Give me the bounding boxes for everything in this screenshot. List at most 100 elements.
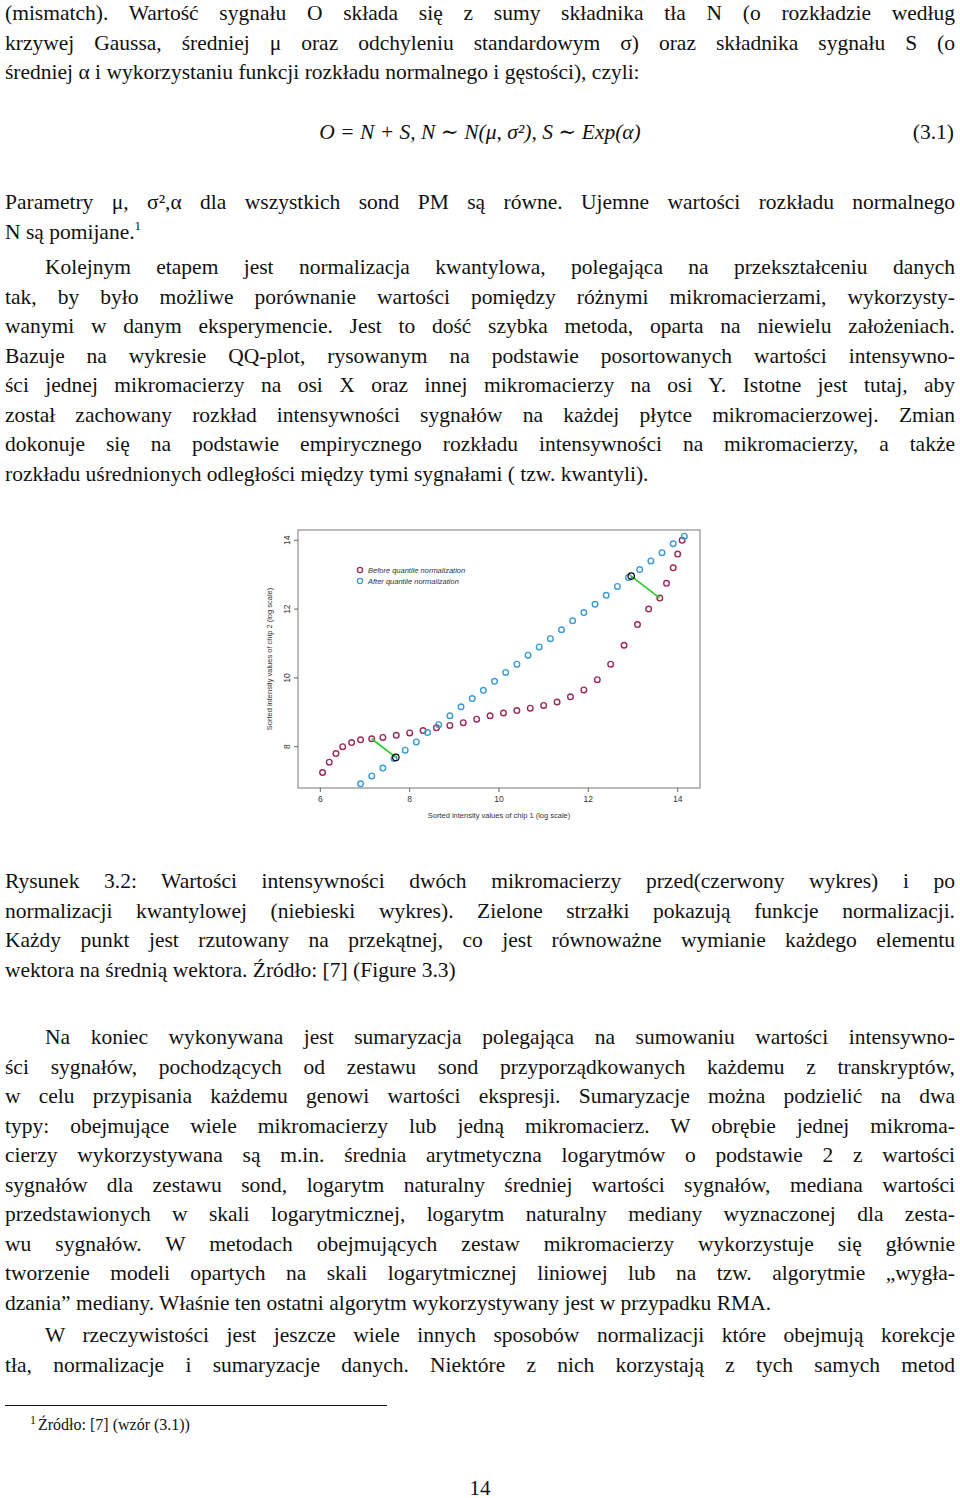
point (402, 747, 408, 753)
projected-point (628, 573, 634, 579)
text-line: W rzeczywistości jest jeszcze wiele inny… (45, 1321, 955, 1351)
footnote-mark: 1 (135, 218, 142, 233)
point (320, 770, 326, 776)
text-line: rozkładu uśrednionych odległości między … (5, 460, 955, 490)
text-line: dokonuje się na podstawie empirycznego r… (5, 430, 955, 460)
point (559, 627, 565, 633)
point (621, 642, 627, 648)
text-line: (mismatch). Wartość sygnału O składa się… (5, 0, 955, 29)
footnote-text: Źródło: [7] (wzór (3.1)) (38, 1415, 190, 1435)
legend-label: Before quantile normalization (368, 566, 465, 575)
figure-chart: 681012148101214Sorted intensity values o… (258, 526, 708, 834)
text-line: Każdy punkt jest rzutowany na przekątnej… (5, 926, 955, 956)
text-line: cierzy wykorzystywana są m.in. średnia a… (5, 1141, 955, 1171)
point (670, 541, 676, 547)
legend-label: After quantile normalization (367, 577, 459, 586)
text-line: został zachowany rozkład intensywności s… (5, 401, 955, 431)
projected-point (393, 754, 399, 760)
x-tick (677, 788, 678, 792)
text-line: sygnałów dla zestawu sond, logarytm natu… (5, 1171, 955, 1201)
point (358, 737, 364, 743)
text-line: wektora na średnią wektora. Źródło: [7] … (5, 956, 955, 986)
x-tick-label: 10 (494, 794, 504, 804)
point (664, 581, 670, 587)
text-line: Kolejnym etapem jest normalizacja kwanty… (45, 253, 955, 283)
text-line: ści jednej mikromacierzy na osi X oraz i… (5, 371, 955, 401)
y-axis-title: Sorted intensity values of chip 2 (log s… (265, 587, 274, 730)
x-axis-title: Sorted intensity values of chip 1 (log s… (428, 811, 571, 820)
point (333, 751, 339, 757)
point (447, 723, 453, 729)
footnote-mark: 1 (30, 1410, 36, 1430)
point (536, 644, 542, 650)
point (646, 606, 652, 612)
point (525, 652, 531, 658)
point (407, 730, 413, 736)
point (603, 593, 609, 599)
text-line: Parametry μ, σ²,α dla wszystkich sond PM… (5, 188, 955, 218)
point (615, 584, 621, 590)
point (474, 716, 480, 722)
point (594, 677, 600, 683)
point (670, 565, 676, 571)
point (675, 551, 681, 557)
text-line: przedstawionych w skali logarytmicznej, … (5, 1200, 955, 1230)
legend-marker (357, 578, 362, 583)
point (340, 744, 346, 750)
point (548, 636, 554, 642)
point (349, 740, 355, 746)
point (458, 704, 464, 710)
text-line: krzywej Gaussa, średniej μ oraz odchylen… (5, 29, 955, 59)
text-line: wu sygnałów. W metodach obejmujących zes… (5, 1230, 955, 1260)
page-number: 14 (0, 1476, 960, 1498)
text-line: typy: obejmujące wiele mikromacierzy lub… (5, 1112, 955, 1142)
point (554, 699, 560, 705)
point (414, 739, 420, 745)
y-tick (294, 540, 298, 541)
y-tick-label: 12 (282, 604, 292, 614)
point (541, 703, 547, 709)
text-line: ści sygnałów, pochodzących od zestawu so… (5, 1053, 955, 1083)
equation: O = N + S, N ∼ N(μ, σ²), S ∼ Exp(α) (0, 118, 960, 148)
point (503, 670, 509, 676)
point (570, 618, 576, 624)
text-line: Na koniec wykonywana jest sumaryzacja po… (45, 1023, 955, 1053)
point (447, 713, 453, 719)
point (568, 694, 574, 700)
point (581, 610, 587, 616)
y-tick (294, 677, 298, 678)
footnote-rule (5, 1405, 387, 1406)
point (608, 661, 614, 667)
text-line: dzania” mediany. Właśnie ten ostatni alg… (5, 1289, 955, 1319)
point (581, 687, 587, 693)
x-tick-label: 14 (673, 794, 683, 804)
y-tick-label: 10 (282, 673, 292, 683)
plot-data (320, 533, 687, 786)
normalization-arrow (631, 576, 660, 598)
text-line: Bazuje na wykresie QQ-plot, rysowanym na… (5, 342, 955, 372)
text-line: tworzenie modeli opartych na skali logar… (5, 1259, 955, 1289)
point (369, 773, 375, 779)
text-line: tak, by było możliwe porównanie wartości… (5, 283, 955, 313)
text-line: N są pomijane.1 (5, 218, 955, 248)
x-tick (588, 788, 589, 792)
point (501, 710, 507, 716)
text-line: wanymi w danym eksperymencie. Jest to do… (5, 312, 955, 342)
point (492, 679, 498, 685)
point (527, 705, 533, 711)
text-line: w celu przypisania każdemu genowi wartoś… (5, 1082, 955, 1112)
point (487, 713, 493, 719)
x-tick-label: 8 (407, 794, 412, 804)
point (659, 550, 665, 556)
y-tick (294, 609, 298, 610)
point (425, 730, 431, 736)
point (469, 696, 475, 702)
point (436, 722, 442, 728)
x-tick (499, 788, 500, 792)
text-line: średniej α i wykorzystaniu funkcji rozkł… (5, 58, 955, 88)
legend-marker (357, 567, 362, 572)
point (460, 720, 466, 726)
point (481, 688, 487, 694)
x-tick-label: 12 (584, 794, 594, 804)
y-tick-label: 8 (282, 744, 292, 749)
